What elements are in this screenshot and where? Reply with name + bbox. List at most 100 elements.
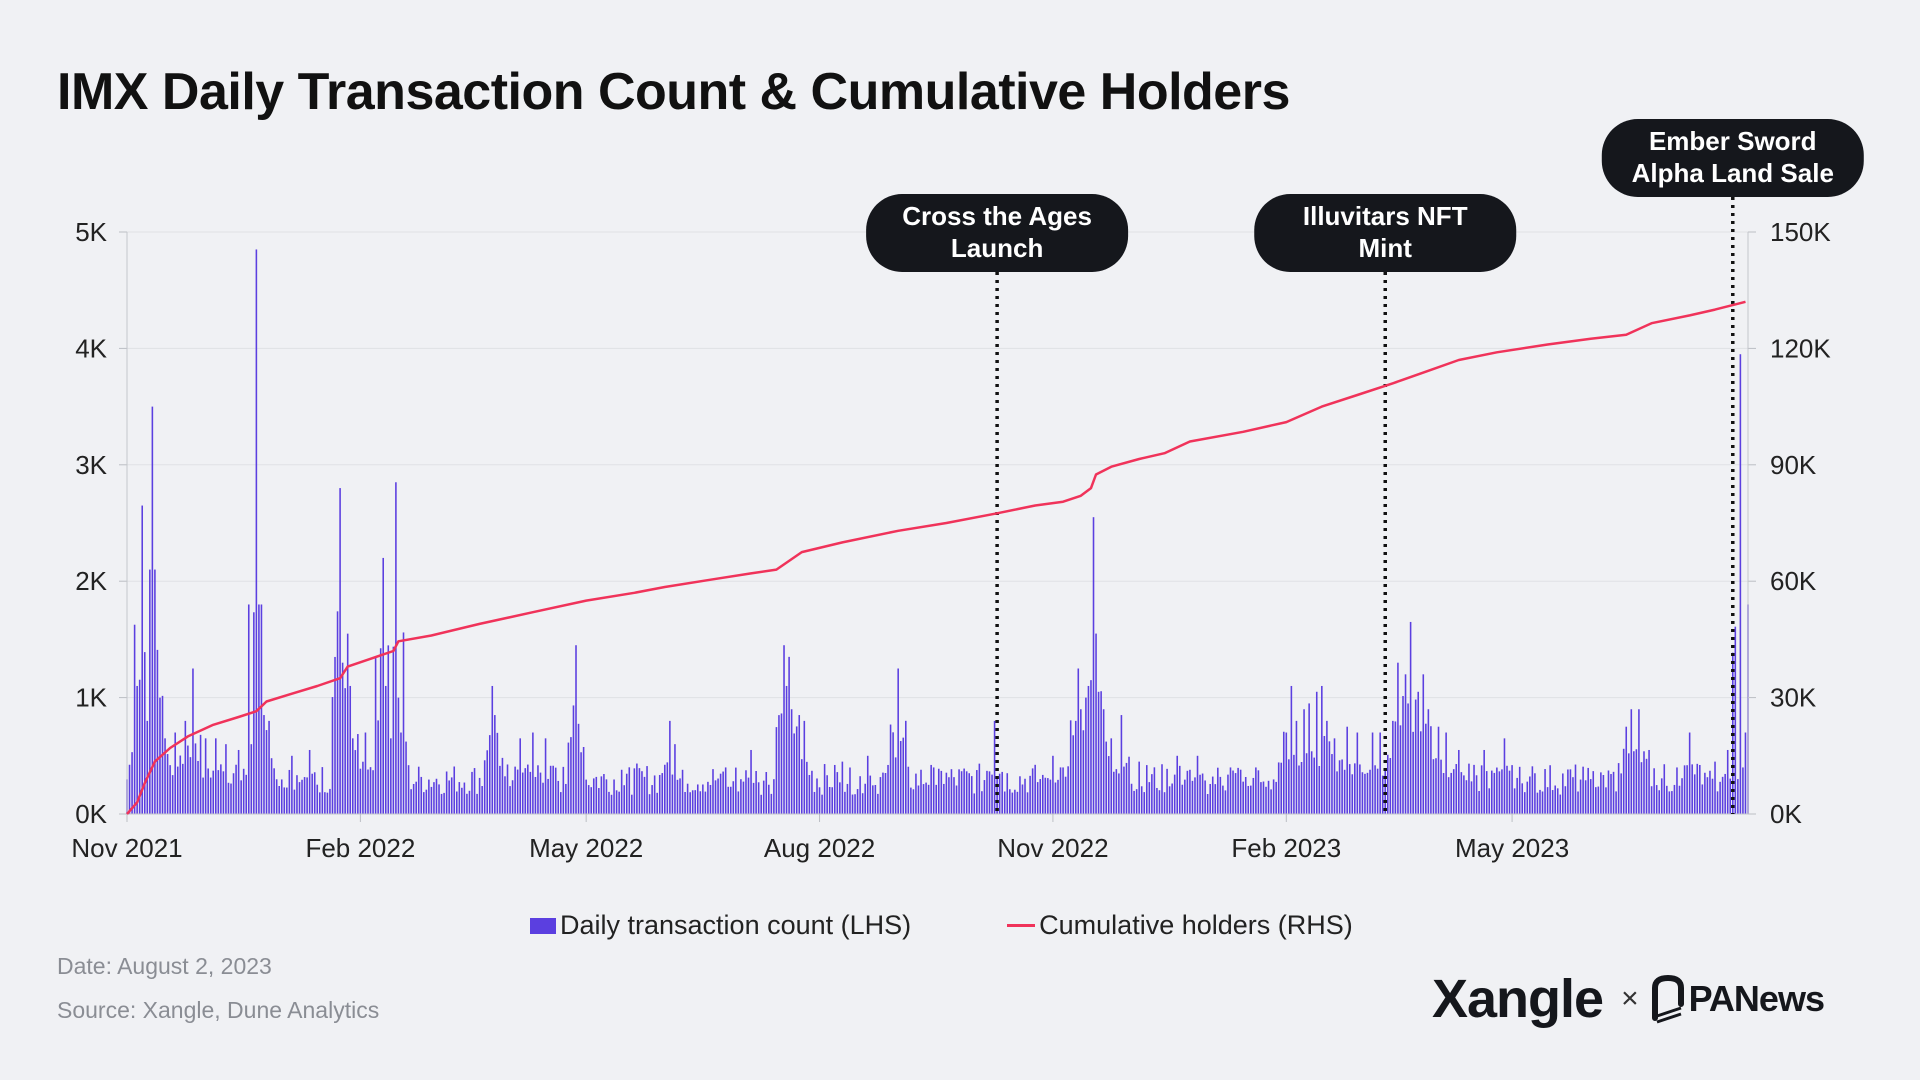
bar [712,769,714,814]
bar [329,788,331,814]
bar [331,697,334,814]
bar [544,738,547,814]
bar [499,765,501,814]
bar [833,764,836,814]
bar [1364,773,1366,814]
bar [788,656,790,814]
annotation-label: Launch [951,233,1043,263]
bar [866,755,869,814]
bar [458,782,461,814]
bar [1095,633,1097,814]
bar [1412,731,1414,814]
bar [478,777,481,814]
bar [1105,741,1107,814]
bar [1658,790,1660,814]
y-right-tick-label: 150K [1770,217,1831,247]
bar [1351,774,1354,814]
bar [1493,772,1496,814]
brand-separator: × [1621,982,1639,1015]
bar [182,763,184,814]
bar [1011,792,1014,814]
annotation-box [1254,194,1517,272]
bar [1176,755,1179,814]
bar [1432,759,1435,814]
bar [608,791,610,814]
bar [1026,792,1029,814]
xangle-logo: Xangle [1432,969,1604,1029]
bar [215,738,217,814]
bar [1090,680,1092,814]
bar [925,782,927,814]
bar [1082,730,1085,814]
bar [1206,794,1209,814]
y-left-tick-label: 3K [75,450,107,480]
x-tick-label: May 2022 [529,833,643,863]
bar [324,792,326,814]
bar [143,652,146,814]
bar [666,762,669,814]
bar [905,720,907,814]
bar [179,755,182,814]
bar [1643,751,1645,814]
bar [773,779,775,814]
bar [412,783,415,814]
bar [1021,784,1024,814]
bar [965,771,968,814]
bar [463,782,466,814]
bar [1595,787,1597,814]
bar [729,786,732,814]
bar [1047,778,1049,814]
annotation-label: Illuvitars NFT [1303,201,1468,231]
bar [595,776,598,814]
bar [1191,780,1194,814]
bar [428,779,430,814]
bar [296,775,298,814]
bar [1054,782,1057,814]
bar [1072,735,1075,814]
bar [932,767,935,814]
bar [658,774,661,814]
bar [648,794,651,814]
bar [138,679,141,814]
bar [392,646,395,814]
bar [311,773,313,814]
bar [986,770,988,814]
bar [1627,753,1630,814]
bar [313,772,316,814]
bar [1435,758,1437,814]
bar [684,791,686,814]
bar [790,709,793,814]
bar [1244,776,1247,814]
bar [1260,782,1262,814]
bar [1392,720,1394,814]
bar [1173,774,1176,814]
bar [958,769,960,814]
bar [897,668,899,814]
bar [549,765,552,814]
bar [1247,785,1250,814]
bar [1671,791,1673,814]
bar [255,249,258,814]
bar [874,784,877,814]
bar [321,767,324,814]
bar [783,645,785,814]
bar [1440,759,1442,814]
bar [1706,777,1709,814]
bar [661,773,664,814]
bar [1222,785,1224,814]
bar [288,769,291,814]
bar [1313,757,1315,814]
bar [1386,754,1389,814]
bar [217,770,220,814]
bar [1151,774,1153,814]
bar [806,761,808,814]
bar [582,746,585,814]
bar [1447,777,1450,814]
bar [869,775,872,814]
bar [765,772,768,814]
bar [1153,767,1156,814]
bar [1181,784,1184,814]
bar [473,768,476,814]
bar [935,784,938,814]
brand-logos: Xangle × PANews [1432,968,1825,1030]
